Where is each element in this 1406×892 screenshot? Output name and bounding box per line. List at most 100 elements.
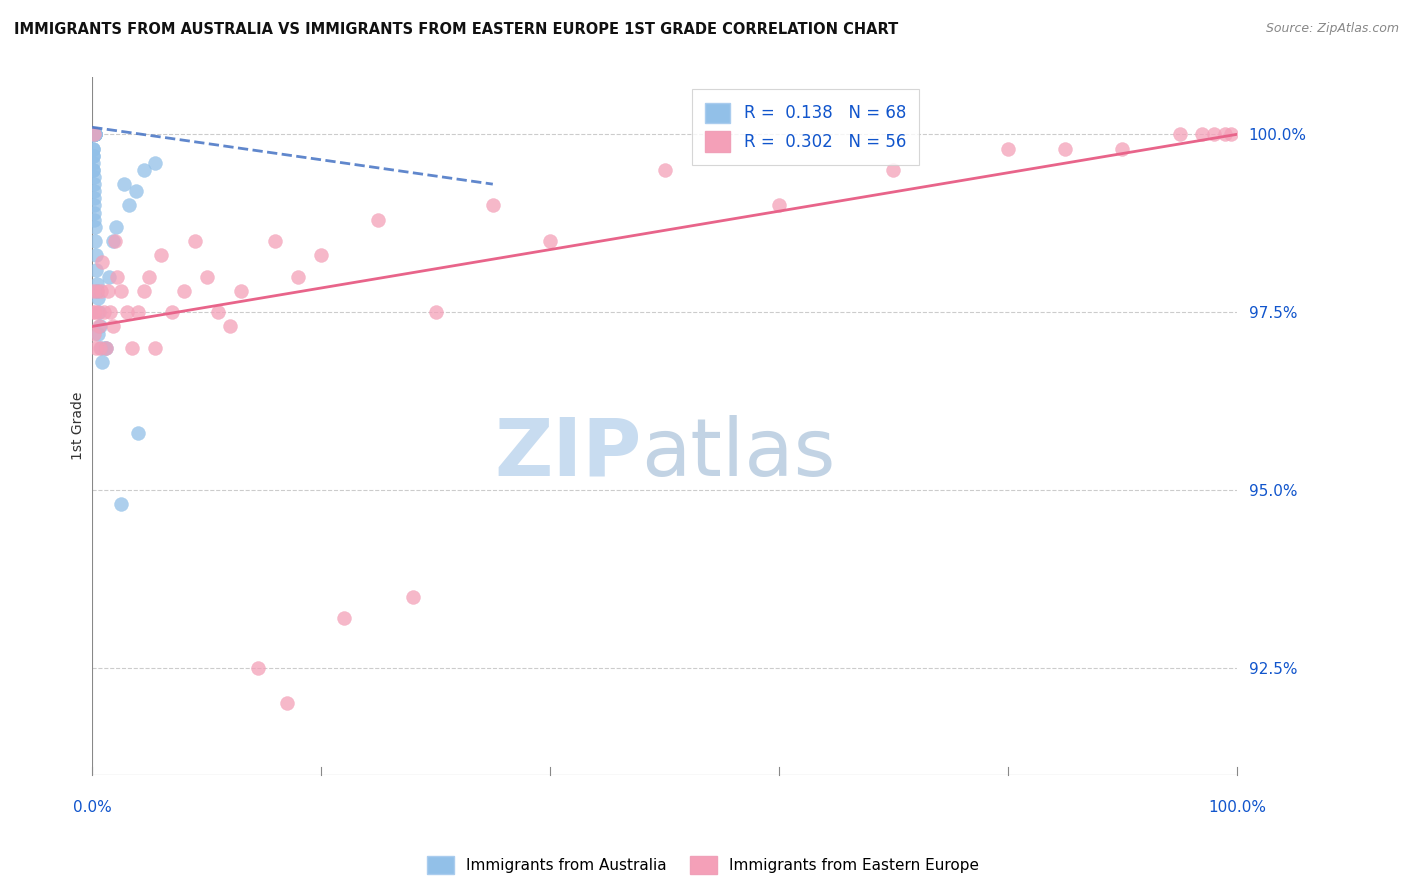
Point — [82, 305, 104, 319]
Point — [83, 128, 105, 142]
Point — [287, 269, 309, 284]
Point — [83, 128, 105, 142]
Point — [98, 269, 121, 284]
Point — [84, 128, 107, 142]
Point — [82, 142, 104, 156]
Point — [83, 128, 105, 142]
Point — [90, 341, 112, 355]
Point — [247, 661, 270, 675]
Point — [82, 128, 104, 142]
Point — [482, 198, 505, 212]
Point — [425, 305, 447, 319]
Point — [84, 248, 107, 262]
Point — [184, 234, 207, 248]
Point — [149, 248, 172, 262]
Point — [83, 128, 105, 142]
Point — [162, 305, 184, 319]
Text: atlas: atlas — [641, 415, 837, 493]
Point — [87, 319, 110, 334]
Point — [82, 149, 104, 163]
Point — [83, 128, 105, 142]
Text: IMMIGRANTS FROM AUSTRALIA VS IMMIGRANTS FROM EASTERN EUROPE 1ST GRADE CORRELATIO: IMMIGRANTS FROM AUSTRALIA VS IMMIGRANTS … — [14, 22, 898, 37]
Point — [94, 341, 117, 355]
Point — [138, 269, 160, 284]
Point — [89, 341, 111, 355]
Point — [82, 156, 104, 170]
Point — [84, 128, 107, 142]
Point — [538, 234, 561, 248]
Point — [97, 284, 120, 298]
Point — [83, 212, 105, 227]
Legend: R =  0.138   N = 68, R =  0.302   N = 56: R = 0.138 N = 68, R = 0.302 N = 56 — [692, 89, 920, 165]
Point — [94, 341, 117, 355]
Point — [83, 128, 105, 142]
Point — [83, 128, 105, 142]
Point — [105, 269, 128, 284]
Point — [82, 128, 104, 142]
Point — [654, 162, 676, 177]
Point — [87, 326, 110, 341]
Point — [125, 184, 148, 198]
Point — [82, 284, 104, 298]
Point — [110, 497, 132, 511]
Point — [83, 128, 105, 142]
Point — [333, 611, 356, 625]
Point — [83, 128, 105, 142]
Point — [87, 305, 110, 319]
Point — [86, 277, 108, 291]
Point — [100, 305, 122, 319]
Point — [83, 219, 105, 234]
Point — [882, 162, 904, 177]
Point — [82, 128, 104, 142]
Legend: Immigrants from Australia, Immigrants from Eastern Europe: Immigrants from Australia, Immigrants fr… — [420, 850, 986, 880]
Point — [143, 156, 166, 170]
Point — [83, 177, 105, 191]
Point — [91, 355, 114, 369]
Point — [121, 341, 143, 355]
Point — [82, 128, 104, 142]
Point — [1202, 128, 1225, 142]
Text: ZIP: ZIP — [495, 415, 641, 493]
Point — [82, 128, 104, 142]
Text: 0.0%: 0.0% — [73, 799, 111, 814]
Point — [82, 128, 104, 142]
Point — [82, 162, 104, 177]
Point — [173, 284, 195, 298]
Point — [1054, 142, 1077, 156]
Point — [83, 191, 105, 205]
Point — [276, 697, 298, 711]
Point — [94, 341, 117, 355]
Point — [83, 128, 105, 142]
Point — [229, 284, 252, 298]
Point — [207, 305, 229, 319]
Point — [82, 128, 104, 142]
Point — [218, 319, 240, 334]
Point — [93, 305, 115, 319]
Point — [82, 128, 104, 142]
Point — [82, 162, 104, 177]
Point — [83, 205, 105, 219]
Point — [84, 341, 107, 355]
Point — [1191, 128, 1213, 142]
Point — [83, 128, 105, 142]
Point — [90, 284, 112, 298]
Point — [82, 128, 104, 142]
Point — [1111, 142, 1133, 156]
Point — [1220, 128, 1243, 142]
Point — [112, 177, 135, 191]
Point — [118, 198, 141, 212]
Text: Source: ZipAtlas.com: Source: ZipAtlas.com — [1265, 22, 1399, 36]
Text: 100.0%: 100.0% — [1208, 799, 1265, 814]
Point — [997, 142, 1019, 156]
Point — [87, 305, 110, 319]
Point — [91, 255, 114, 269]
Point — [84, 128, 107, 142]
Point — [82, 128, 104, 142]
Point — [82, 149, 104, 163]
Point — [83, 128, 105, 142]
Point — [309, 248, 332, 262]
Point — [105, 219, 128, 234]
Point — [768, 198, 790, 212]
Point — [86, 284, 108, 298]
Point — [132, 284, 155, 298]
